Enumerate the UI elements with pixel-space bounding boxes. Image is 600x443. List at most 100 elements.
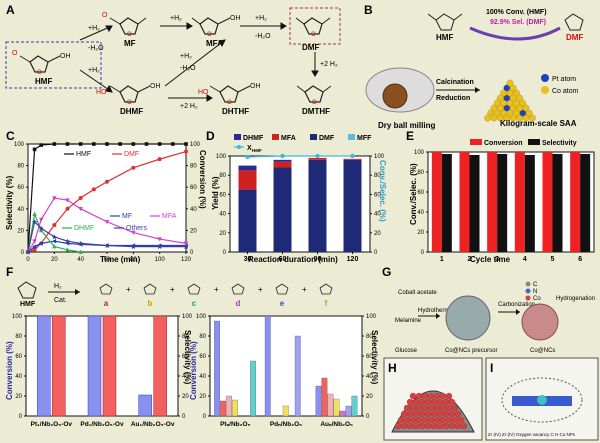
legend-label-conversion: Conversion [484, 140, 523, 147]
panel-i-cycle [501, 377, 583, 423]
panel-d-ytick-label: 20 [219, 231, 226, 237]
panel-f-left-xtick-label: Pt₁/Nb₂O₅-Ov [31, 421, 73, 428]
panel-e-xtick-label: 3 [495, 256, 499, 263]
svg-text:HO: HO [96, 89, 107, 96]
panel-c: C Time (min) Selectivity (%) Conversion … [5, 129, 207, 264]
bar-conversion [264, 315, 271, 417]
bar-selectivity [552, 154, 563, 252]
data-point-mf [51, 239, 57, 244]
co-atom [460, 422, 468, 430]
panel-d-xtick-label: 120 [347, 256, 359, 263]
co-atom [406, 422, 414, 430]
bar-selectivity [469, 155, 480, 252]
co-atom [509, 84, 517, 92]
mfa-label: MFA [206, 39, 223, 48]
data-point-hmf [65, 142, 70, 146]
panel-e-xtick-label: 6 [578, 256, 582, 263]
panel-e-xtick-label: 2 [468, 256, 472, 263]
panel-f-ylabel-conv-left: Conversion (%) [5, 341, 14, 400]
panel-b-dmf-label: DMF [566, 33, 583, 42]
scheme-arrows [79, 22, 319, 102]
panel-c-xtick-label: 20 [51, 257, 58, 263]
dmthf-molecule: O [296, 85, 332, 106]
panel-f-right-ytick-label: 80 [199, 334, 206, 340]
bar-dmf [343, 159, 362, 252]
dhthf-label: DHTHF [222, 107, 249, 116]
legend-label-selectivity: Selectivity [542, 140, 577, 147]
co-atom [451, 416, 459, 424]
arrow-label-h2o-3: -H₂O [255, 33, 271, 40]
panel-b-sel: 92.9% Sel. (DMF) [490, 19, 546, 26]
legend-swatch-selectivity [528, 139, 540, 145]
legend-marker-xhmf [237, 145, 241, 149]
panel-c-ylabel-right: Conversion (%) [198, 150, 207, 209]
panel-f-left-ytick-right-label: 20 [182, 394, 189, 400]
bar-conversion [315, 385, 322, 417]
arrow-label-h2-5: +H₂ [180, 53, 192, 60]
xhmf-line [247, 155, 353, 158]
panel-f-right-ytick-label: 20 [199, 394, 206, 400]
co-atom [436, 398, 444, 406]
data-point-dmf [78, 196, 83, 200]
legend-label-others: Others [126, 225, 148, 232]
panel-d-ytick-right-label: 80 [374, 173, 381, 179]
svg-text:OH: OH [60, 53, 71, 60]
panel-f-right-xtick-label: Auₙ/Nb₂O₅ [320, 421, 353, 428]
legend-swatch-mfa [272, 134, 279, 140]
co-atom [415, 416, 423, 424]
arrow-label-h2-2: +H₂ [170, 15, 182, 22]
product-plus: + [302, 285, 307, 294]
co-atom [513, 89, 520, 97]
co-atom [454, 410, 462, 418]
panel-d: D Reaction duration (min) Yield (%) Conv… [206, 129, 387, 264]
co-atom [430, 398, 438, 406]
panel-b-calc: Calcination [436, 79, 474, 86]
panel-e-ytick-label: 80 [417, 170, 424, 176]
panel-c-ytick-right-label: 60 [190, 185, 197, 191]
hmf-label: HMF [35, 77, 52, 86]
panel-c-ytick-right-label: 100 [190, 142, 201, 148]
panel-d-ytick-right-label: 0 [374, 250, 378, 256]
dmf-label: DMF [302, 43, 319, 52]
bar-conversion [570, 152, 581, 252]
panel-f-arrow-head [75, 289, 80, 295]
legend-swatch-conversion [470, 139, 482, 145]
dmf-molecule: O [295, 17, 331, 38]
product-molecule-c [187, 283, 201, 295]
product-molecule-b [143, 283, 157, 295]
data-point-dmf [131, 165, 136, 170]
co-atom [412, 410, 420, 418]
data-point-mfa [32, 239, 37, 244]
co-atom [409, 416, 417, 424]
co-atom [421, 416, 429, 424]
panel-f-left-ytick-right-label: 80 [182, 334, 189, 340]
product-plus: + [126, 285, 131, 294]
panel-f-left-ytick-right-label: 40 [182, 374, 189, 380]
panel-f-right-ytick-right-label: 40 [366, 374, 373, 380]
panel-d-ytick-right-label: 40 [374, 212, 381, 218]
svg-text:O: O [311, 32, 316, 38]
mf-label: MF [124, 39, 136, 48]
panel-f-right-ytick-right-label: 80 [366, 334, 373, 340]
panel-e-xtick-label: 5 [551, 256, 555, 263]
data-point-dhmf [52, 244, 57, 249]
panel-f-hmf-molecule [17, 281, 37, 299]
panel-letter-c: C [6, 129, 15, 143]
panel-c-ytick-right-label: 80 [190, 164, 197, 170]
panel-f-right-ytick-label: 0 [203, 414, 207, 420]
panel-c-ytick-label: 80 [17, 164, 24, 170]
legend-label-mfa: MFA [281, 135, 296, 142]
svg-text:O: O [127, 32, 132, 38]
panel-h-atoms [394, 392, 468, 430]
panel-c-ytick-label: 0 [21, 250, 25, 256]
co-atom [418, 410, 426, 418]
panel-g-legend-co: Co [533, 296, 541, 302]
saa-pyramid [484, 79, 536, 122]
co-atom [400, 410, 408, 418]
co-atom [445, 416, 453, 424]
svg-text:O: O [312, 100, 317, 106]
co-atom [448, 398, 456, 406]
co-atom [406, 398, 414, 406]
data-point-mfa [38, 217, 44, 223]
bar-f [351, 395, 358, 417]
